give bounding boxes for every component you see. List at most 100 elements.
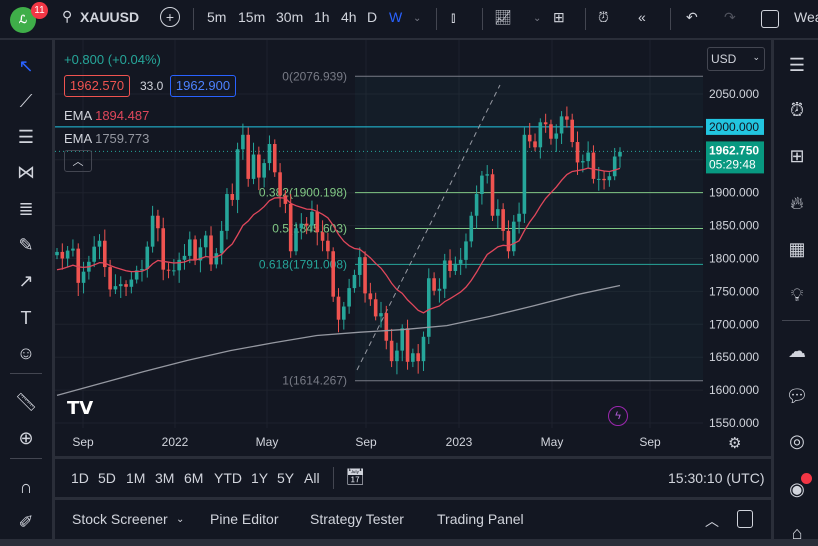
settings-icon[interactable]: ⚙ xyxy=(728,435,742,452)
layout-icon[interactable]: ⊞ xyxy=(553,9,565,25)
right-toolbar: ☰ ⏰︎ ⊞ 🔥︎ ▦ 💡︎ ☁ 💬︎ ◎ ◉ ⌂ xyxy=(774,40,818,543)
chat-icon[interactable]: 💬︎ xyxy=(785,386,809,406)
help-icon[interactable]: ⌂ xyxy=(791,523,803,543)
candle-body xyxy=(150,215,155,247)
replay-icon[interactable]: « xyxy=(638,9,646,25)
time-tick: 2022 xyxy=(162,435,189,449)
sell-button[interactable]: 1962.570 xyxy=(64,75,130,97)
fib-label-l1: 1(1614.267) xyxy=(282,374,347,388)
candle-body xyxy=(575,142,580,163)
fullscreen-icon[interactable] xyxy=(761,10,779,28)
tf-d[interactable]: D xyxy=(367,9,378,25)
price-chart[interactable]: 0(2076.939)0.382(1900.198)0.5(1845.603)0… xyxy=(55,40,771,456)
ideas-bulb-icon[interactable]: 💡︎ xyxy=(790,285,804,305)
tab-strategy-tester[interactable]: Strategy Tester xyxy=(310,511,404,527)
candles-icon[interactable]: ⫾ xyxy=(451,9,456,25)
candle-body xyxy=(442,260,447,289)
fib-icon[interactable]: ≣ xyxy=(18,199,34,219)
candle-body xyxy=(172,270,176,272)
indicators-icon[interactable]: 📈︎ xyxy=(494,9,512,25)
broadcast-icon[interactable]: ◉ xyxy=(789,479,805,499)
undo-icon[interactable]: ↶ xyxy=(686,9,698,25)
range-all[interactable]: All xyxy=(304,470,320,486)
range-1m[interactable]: 1M xyxy=(126,470,146,486)
alert-icon[interactable]: ⏰︎ xyxy=(598,9,609,25)
trendline-icon[interactable]: ⟋ xyxy=(19,91,33,111)
emoji-icon[interactable]: ☺ xyxy=(16,343,36,363)
candle-body xyxy=(71,248,75,251)
hotlist-flame-icon[interactable]: 🔥︎ xyxy=(790,193,804,213)
chevron-up-icon[interactable]: ︿ xyxy=(705,513,719,529)
tab-trading-panel[interactable]: Trading Panel xyxy=(437,511,524,527)
tf-4h[interactable]: 4h xyxy=(341,9,357,25)
brush-icon[interactable]: ✎ xyxy=(18,235,34,255)
zoom-in-icon[interactable]: ⊕ xyxy=(18,428,34,448)
range-5y[interactable]: 5Y xyxy=(277,470,295,486)
watchlist-icon[interactable]: ☰ xyxy=(788,55,806,75)
tab-stock-screener[interactable]: Stock Screener xyxy=(72,511,168,527)
maximize-panel-icon[interactable] xyxy=(737,510,753,528)
tab-pine-editor[interactable]: Pine Editor xyxy=(210,511,279,527)
price-tick: 1800.000 xyxy=(709,252,759,266)
tf-15m[interactable]: 15m xyxy=(238,9,266,25)
text-icon[interactable]: T xyxy=(20,308,32,328)
lock-drawings-icon[interactable]: ✐ xyxy=(18,512,34,532)
candle-body xyxy=(118,284,123,287)
range-5d[interactable]: 5D xyxy=(98,470,116,486)
goto-date-icon[interactable]: 📅︎ xyxy=(345,469,366,486)
buy-button[interactable]: 1962.900 xyxy=(170,75,236,97)
tf-1h[interactable]: 1h xyxy=(314,9,330,25)
live-dot xyxy=(801,473,812,484)
fib-label-l382: 0.382(1900.198) xyxy=(259,186,347,200)
chevron-down-icon[interactable]: ⌄ xyxy=(533,13,542,24)
ema-long-line xyxy=(56,284,621,396)
chart-area[interactable]: 0(2076.939) 0.382(1900.198) 0.5(1845.603) 0… xyxy=(55,40,771,456)
time-tick: May xyxy=(256,435,279,449)
add-symbol-icon[interactable]: + xyxy=(160,7,180,27)
fib-label-l618: 0.618(1791.008) xyxy=(259,257,347,271)
minds-cloud-icon[interactable]: ☁ xyxy=(788,341,806,361)
tf-5m[interactable]: 5m xyxy=(207,9,227,25)
symbol-search[interactable]: XAUUSD xyxy=(80,9,140,25)
ema1-legend[interactable]: EMA 1894.487 xyxy=(64,108,149,123)
search-icon[interactable]: ⚲ xyxy=(62,8,73,24)
pattern-icon[interactable]: ⋈ xyxy=(17,162,35,182)
alarm-icon[interactable]: ⏰︎ xyxy=(789,100,805,120)
countdown-text: 05:29:48 xyxy=(709,157,756,171)
clock[interactable]: 15:30:10 (UTC) xyxy=(668,470,765,486)
candle-body xyxy=(347,288,351,307)
calendar-icon[interactable]: ▦ xyxy=(788,239,806,259)
candle-body xyxy=(485,174,490,176)
candle-body xyxy=(166,269,171,271)
tf-w[interactable]: W xyxy=(389,9,403,25)
candle-body xyxy=(474,194,479,216)
time-tick: 2023 xyxy=(446,435,473,449)
ema2-legend[interactable]: EMA 1759.773 xyxy=(64,131,149,146)
candle-body xyxy=(225,194,229,231)
redo-icon[interactable]: ↷ xyxy=(724,9,736,25)
ruler-icon[interactable]: 📏︎ xyxy=(14,392,38,412)
chevron-down-icon[interactable]: ⌄ xyxy=(413,13,422,24)
candle-body xyxy=(596,178,601,180)
range-1d[interactable]: 1D xyxy=(71,470,89,486)
range-3m[interactable]: 3M xyxy=(155,470,175,486)
collapse-legend-button[interactable]: ︿ xyxy=(64,150,92,172)
cursor-icon[interactable]: ↖ xyxy=(18,56,34,76)
price-tick: 1700.000 xyxy=(709,317,759,331)
lightning-icon[interactable]: ϟ xyxy=(608,406,628,426)
magnet-icon[interactable]: ∩ xyxy=(19,477,33,497)
chevron-down-icon[interactable]: ⌄ xyxy=(176,514,185,525)
arrow-icon[interactable]: ↗ xyxy=(18,271,34,291)
range-ytd[interactable]: YTD xyxy=(214,470,242,486)
add-list-icon[interactable]: ⊞ xyxy=(789,146,805,166)
watchlist-label[interactable]: Wea xyxy=(794,9,818,25)
price-tick: 1550.000 xyxy=(709,416,759,430)
streams-icon[interactable]: ◎ xyxy=(789,431,805,451)
candle-body xyxy=(602,178,606,181)
range-1y[interactable]: 1Y xyxy=(251,470,269,486)
horizontal-lines-icon[interactable]: ☰ xyxy=(17,127,35,147)
tf-30m[interactable]: 30m xyxy=(276,9,304,25)
range-6m[interactable]: 6M xyxy=(184,470,204,486)
currency-select[interactable]: USD ⌄ xyxy=(707,47,765,71)
candle-body xyxy=(538,122,543,148)
